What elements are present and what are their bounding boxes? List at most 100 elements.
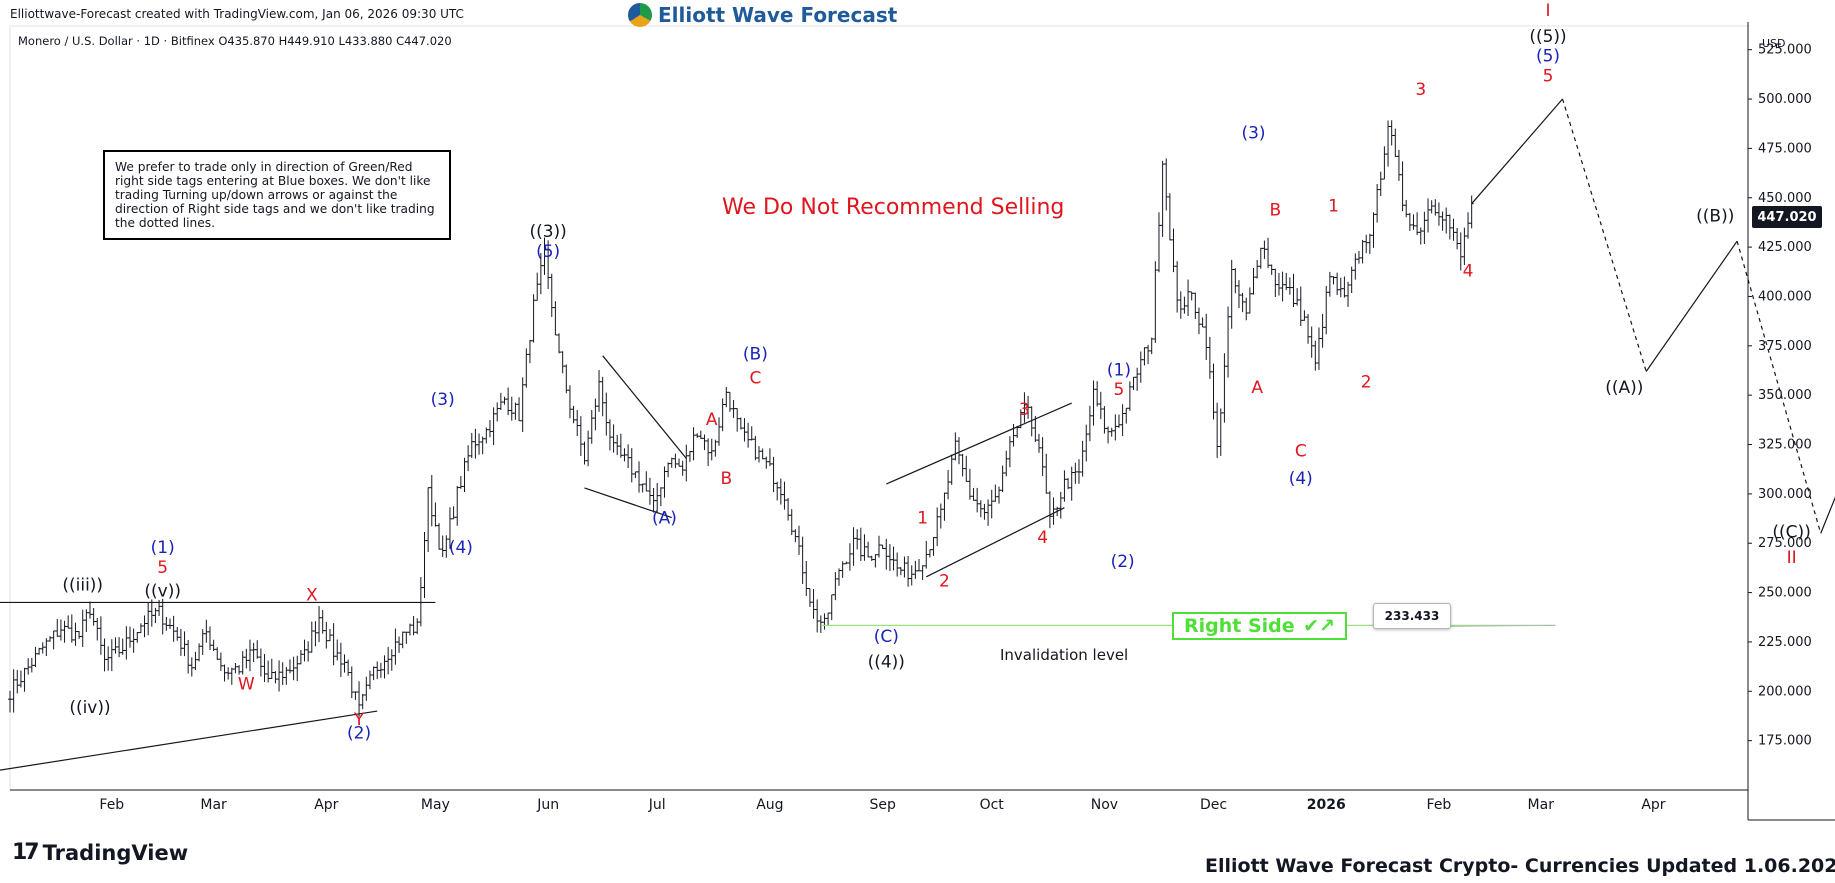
ohlc-bar [44,638,49,657]
ohlc-bar [91,607,96,626]
ohlc-bar [658,487,663,507]
ohlc-bar [178,628,183,656]
footer-update-text: Elliott Wave Forecast Crypto- Currencies… [1205,855,1835,877]
wave-label: 2 [1361,372,1372,392]
elliott-wave-logo-icon [628,3,652,27]
ohlc-bar [1084,424,1089,462]
ohlc-bar [1116,414,1121,428]
wave-label: 1 [1328,197,1339,217]
trend-line [602,355,687,459]
ohlc-bar [1069,466,1074,501]
ohlc-bar [1262,240,1267,259]
ohlc-bar [1396,149,1401,181]
time-tick-label: Apr [1641,797,1665,813]
ohlc-bar [73,622,78,646]
ohlc-bar [1251,267,1256,295]
ohlc-bar [604,392,609,436]
ohlc-bar [1095,381,1100,407]
ohlc-bar [367,670,372,690]
ohlc-bar [277,660,282,692]
ohlc-bar [517,397,522,422]
ohlc-bar [789,509,794,536]
check-arrow-icon: ✔↗ [1303,615,1335,637]
ohlc-bar [280,662,285,686]
ohlc-bar [804,560,809,596]
ohlc-bar [320,609,325,634]
ohlc-bar [77,631,82,639]
ohlc-bar [1364,234,1369,254]
time-tick-label: Jun [536,797,559,813]
ohlc-bar [1393,128,1398,158]
ohlc-bar [451,506,456,520]
ohlc-bar [295,655,300,682]
trend-line [925,507,1065,578]
ohlc-bar [1113,414,1118,441]
ohlc-bar [29,657,34,673]
trend-line [584,487,672,519]
ohlc-bar [713,439,718,457]
ohlc-bar [18,670,23,688]
ohlc-bar [811,588,816,619]
ohlc-bar [258,648,263,677]
ohlc-bar [95,617,100,641]
ohlc-bar [1066,478,1071,490]
ohlc-bar [1346,281,1351,307]
ohlc-bar [913,560,918,579]
ohlc-bar [106,646,111,671]
ohlc-bar [1196,307,1201,335]
ohlc-bar [1204,313,1209,361]
ohlc-bar [1240,292,1245,313]
ohlc-bar [1313,340,1318,371]
price-tick-label: 400.000 [1758,289,1812,304]
ohlc-bar [989,489,994,519]
ohlc-bar [840,561,845,578]
ohlc-bar [1051,497,1056,525]
ohlc-bar [916,558,921,572]
ohlc-bar [873,554,878,568]
ohlc-bar [324,621,329,649]
ohlc-bar [164,616,169,631]
ohlc-bar [509,396,514,421]
ohlc-bar [942,492,947,521]
time-tick-label: 2026 [1307,797,1346,813]
ohlc-bar [1000,465,1005,492]
ohlc-bar [906,555,911,587]
brand-header: Elliott Wave Forecast [628,3,897,27]
wave-label: (C) [874,627,899,647]
ohlc-bar [633,471,638,479]
wave-label: (B) [743,345,768,365]
ohlc-bar [229,667,234,685]
ohlc-bar [338,642,343,677]
ohlc-bar [386,646,391,675]
ohlc-bar [237,665,242,675]
ohlc-bar [687,450,692,462]
ohlc-bar [462,457,467,493]
wave-label: ((3)) [529,222,566,242]
ohlc-bar [1164,158,1169,211]
ohlc-bar [1171,228,1176,273]
ohlc-bar [938,503,943,529]
ohlc-bar [1273,268,1278,298]
ohlc-bar [858,527,863,561]
trend-line [886,402,1072,485]
ohlc-bar [1466,212,1471,239]
ohlc-bar [135,632,140,643]
ohlc-bar [1058,491,1063,519]
ohlc-bar [1342,276,1347,298]
ohlc-bar [702,434,707,451]
ohlc-bar [404,631,409,644]
ohlc-bar [720,398,725,432]
ohlc-bar [1411,214,1416,230]
ohlc-bar [1109,427,1114,437]
ohlc-bar [975,487,980,513]
ohlc-bar [589,409,594,444]
ohlc-bar [480,436,485,455]
chart-grid [9,22,1835,821]
ohlc-bar [197,643,202,662]
ohlc-bar [15,670,20,694]
ohlc-bar [717,417,722,446]
projection-line [1471,98,1564,205]
time-tick-label: Jul [648,797,666,813]
ohlc-bar [375,661,380,680]
ohlc-bar [120,638,125,655]
